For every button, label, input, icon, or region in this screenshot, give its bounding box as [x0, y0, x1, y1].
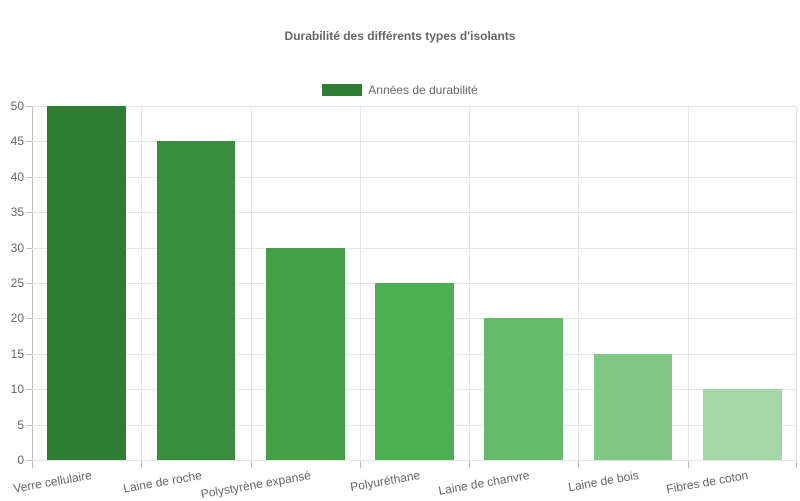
legend-swatch	[322, 84, 363, 96]
y-tick-mark	[26, 141, 32, 143]
x-tick-label: Verre cellulaire	[12, 468, 94, 496]
y-tick-label: 5	[17, 417, 24, 432]
y-tick-label: 25	[10, 276, 24, 290]
plot-area	[32, 106, 797, 461]
gridline-vertical	[578, 106, 580, 460]
gridline-vertical	[250, 106, 252, 460]
bar[interactable]	[375, 283, 454, 460]
y-tick-mark	[26, 247, 32, 249]
gridline-vertical	[469, 106, 471, 460]
gridline-vertical	[141, 106, 143, 460]
x-tick-label: Laine de roche	[121, 468, 203, 496]
x-tick-mark	[796, 460, 797, 468]
legend[interactable]: Années de durabilité	[0, 83, 800, 97]
y-tick-mark	[26, 389, 32, 391]
legend-label: Années de durabilité	[368, 83, 478, 97]
x-tick-mark	[469, 460, 471, 468]
y-tick-mark	[26, 424, 32, 426]
gridline-horizontal	[32, 247, 797, 249]
bar[interactable]	[47, 106, 126, 460]
y-tick-mark	[26, 283, 32, 284]
y-tick-label: 15	[10, 346, 24, 361]
bar[interactable]	[484, 318, 564, 460]
x-tick-mark	[359, 460, 361, 468]
x-tick-mark	[32, 460, 33, 468]
y-tick-mark	[26, 212, 32, 214]
x-tick-mark	[250, 460, 252, 468]
gridline-horizontal	[32, 141, 797, 143]
gridline-vertical	[796, 106, 797, 460]
chart-title: Durabilité des différents types d'isolan…	[284, 29, 516, 43]
y-tick-label: 10	[10, 382, 24, 397]
y-tick-label: 50	[10, 99, 24, 113]
x-tick-mark	[578, 460, 580, 468]
y-tick-label: 20	[10, 311, 24, 326]
y-tick-mark	[26, 353, 32, 355]
gridline-vertical	[687, 106, 689, 460]
x-tick-mark	[687, 460, 689, 468]
bar[interactable]	[703, 389, 782, 460]
y-tick-mark	[26, 106, 32, 107]
y-tick-label: 30	[10, 240, 24, 255]
y-tick-label: 0	[17, 453, 24, 467]
gridline-horizontal	[32, 460, 797, 461]
x-tick-label: Polystyrène expansé	[199, 468, 312, 501]
x-tick-label: Polyuréthane	[348, 468, 421, 495]
gridline-horizontal	[32, 212, 797, 214]
bar[interactable]	[265, 247, 345, 460]
x-tick-label: Fibres de coton	[664, 468, 749, 497]
y-tick-mark	[26, 460, 32, 461]
gridline-horizontal	[32, 176, 797, 178]
gridline-horizontal	[32, 106, 797, 107]
gridline-vertical	[359, 106, 361, 460]
x-tick-label: Laine de bois	[566, 468, 640, 495]
bar[interactable]	[593, 353, 673, 460]
y-tick-mark	[26, 318, 32, 320]
x-tick-mark	[141, 460, 143, 468]
bar[interactable]	[156, 141, 236, 460]
y-tick-label: 40	[10, 169, 24, 184]
y-tick-label: 45	[10, 134, 24, 149]
x-tick-label: Laine de chanvre	[437, 468, 531, 498]
y-tick-label: 35	[10, 205, 24, 220]
y-tick-mark	[26, 176, 32, 178]
